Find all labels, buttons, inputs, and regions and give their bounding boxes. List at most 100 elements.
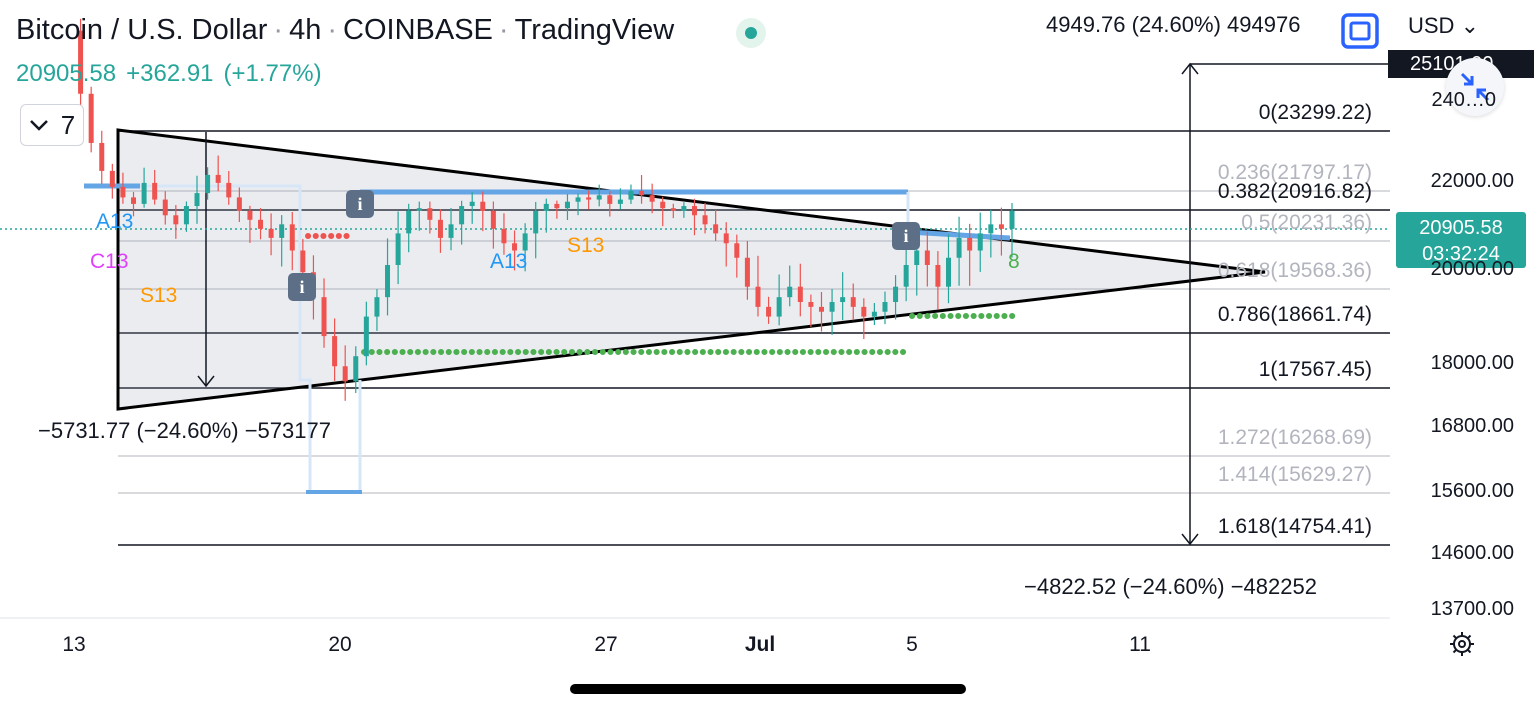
candle: [871, 311, 877, 317]
shrink-icon[interactable]: [1446, 58, 1504, 116]
candle: [236, 197, 242, 211]
time-tick-label: 11: [1129, 633, 1151, 656]
price-quote: 20905.58 +362.91 (+1.77%): [16, 60, 332, 88]
candle: [490, 210, 496, 229]
candle: [924, 250, 930, 265]
candle: [289, 224, 295, 251]
candle: [691, 206, 697, 216]
candle: [903, 264, 909, 287]
candle: [194, 193, 200, 207]
fib-label-0.236: 0.236(21797.17): [1217, 161, 1372, 184]
c13-label: C13: [90, 250, 129, 273]
currency-selector[interactable]: USD ⌄: [1408, 13, 1479, 39]
candle: [723, 233, 729, 244]
candle: [840, 297, 846, 303]
candle: [702, 215, 708, 225]
candle: [681, 206, 687, 211]
triangle-pattern[interactable]: [116, 128, 1266, 411]
candle: [353, 356, 359, 382]
indicator-count: 7: [60, 109, 76, 140]
symbol-name[interactable]: Bitcoin / U.S. Dollar: [16, 14, 268, 46]
indicators-collapse-button[interactable]: 7: [20, 104, 84, 146]
candle: [215, 174, 221, 183]
fib-label-0.618: 0.618(19568.36): [1217, 259, 1372, 282]
candle: [554, 203, 560, 209]
source-label: TradingView: [514, 14, 675, 46]
candle: [363, 316, 369, 357]
candle: [258, 219, 264, 229]
candle: [416, 208, 422, 211]
candle: [797, 286, 803, 303]
candle: [639, 190, 645, 196]
s13-label-left: S13: [140, 284, 178, 307]
candle: [893, 286, 899, 303]
info-icon[interactable]: i: [288, 273, 316, 301]
candle: [99, 142, 105, 171]
candle: [459, 206, 465, 225]
candle: [766, 306, 772, 317]
s13-label-mid: S13: [567, 234, 605, 257]
candle: [152, 182, 158, 200]
info-icon[interactable]: i: [346, 190, 374, 218]
candle: [448, 224, 454, 238]
candle: [120, 186, 126, 198]
market-status-icon[interactable]: [736, 18, 766, 48]
candle: [649, 195, 655, 202]
fullscreen-icon[interactable]: [1340, 12, 1380, 50]
candle: [607, 195, 613, 204]
candle: [501, 228, 507, 244]
info-icon[interactable]: i: [892, 222, 920, 250]
candle: [967, 237, 973, 251]
candle: [162, 199, 168, 216]
candle: [628, 190, 634, 200]
candle: [977, 233, 983, 251]
candle: [617, 199, 623, 204]
price-tick-label: 22000.00: [1430, 170, 1514, 192]
candle: [173, 215, 179, 225]
fib-label-1.272: 1.272(16268.69): [1217, 426, 1372, 449]
candle: [1009, 210, 1015, 229]
time-tick-label: 5: [906, 633, 918, 656]
fibonacci-retracement[interactable]: [118, 130, 1390, 546]
price-tick-label: 16800.00: [1430, 415, 1514, 437]
candle: [437, 219, 443, 238]
candle: [914, 250, 920, 265]
price-change: +362.91: [126, 60, 214, 87]
candle: [998, 224, 1004, 229]
time-tick-label: 13: [62, 633, 86, 656]
candle: [787, 286, 793, 298]
arrowhead-bottom: [1181, 533, 1199, 546]
price-tick-label: 13700.00: [1430, 598, 1514, 620]
chart-title: Bitcoin / U.S. Dollar · 4h · COINBASE · Tradin…: [16, 14, 675, 46]
candle: [586, 197, 592, 200]
candle: [374, 297, 380, 317]
candle: [300, 250, 306, 273]
fib-label-1.618: 1.618(14754.41): [1217, 515, 1372, 538]
fib-label-0: 0(23299.22): [1258, 101, 1372, 124]
candle: [78, 30, 84, 94]
candle: [342, 366, 348, 382]
candle: [226, 182, 232, 198]
candle: [776, 297, 782, 317]
candle: [988, 224, 994, 234]
candle: [808, 302, 814, 307]
candle: [670, 208, 676, 211]
candle: [882, 302, 888, 312]
a13-label-mid: A13: [490, 250, 528, 273]
candle: [321, 297, 327, 337]
candle: [660, 201, 666, 209]
price-tag-countdown: 03:32:24: [1422, 243, 1500, 265]
interval-label[interactable]: 4h: [289, 14, 322, 46]
candle: [332, 336, 338, 367]
gear-icon[interactable]: [1448, 630, 1476, 658]
candle: [575, 197, 581, 202]
home-indicator[interactable]: [570, 684, 966, 694]
candle: [469, 201, 475, 207]
arrowhead-down: [197, 375, 215, 388]
candle: [385, 264, 391, 298]
measure-label-right: −4822.52 (−24.60%) −482252: [1024, 574, 1317, 599]
candle: [818, 306, 824, 312]
exchange-label: COINBASE: [343, 14, 493, 46]
